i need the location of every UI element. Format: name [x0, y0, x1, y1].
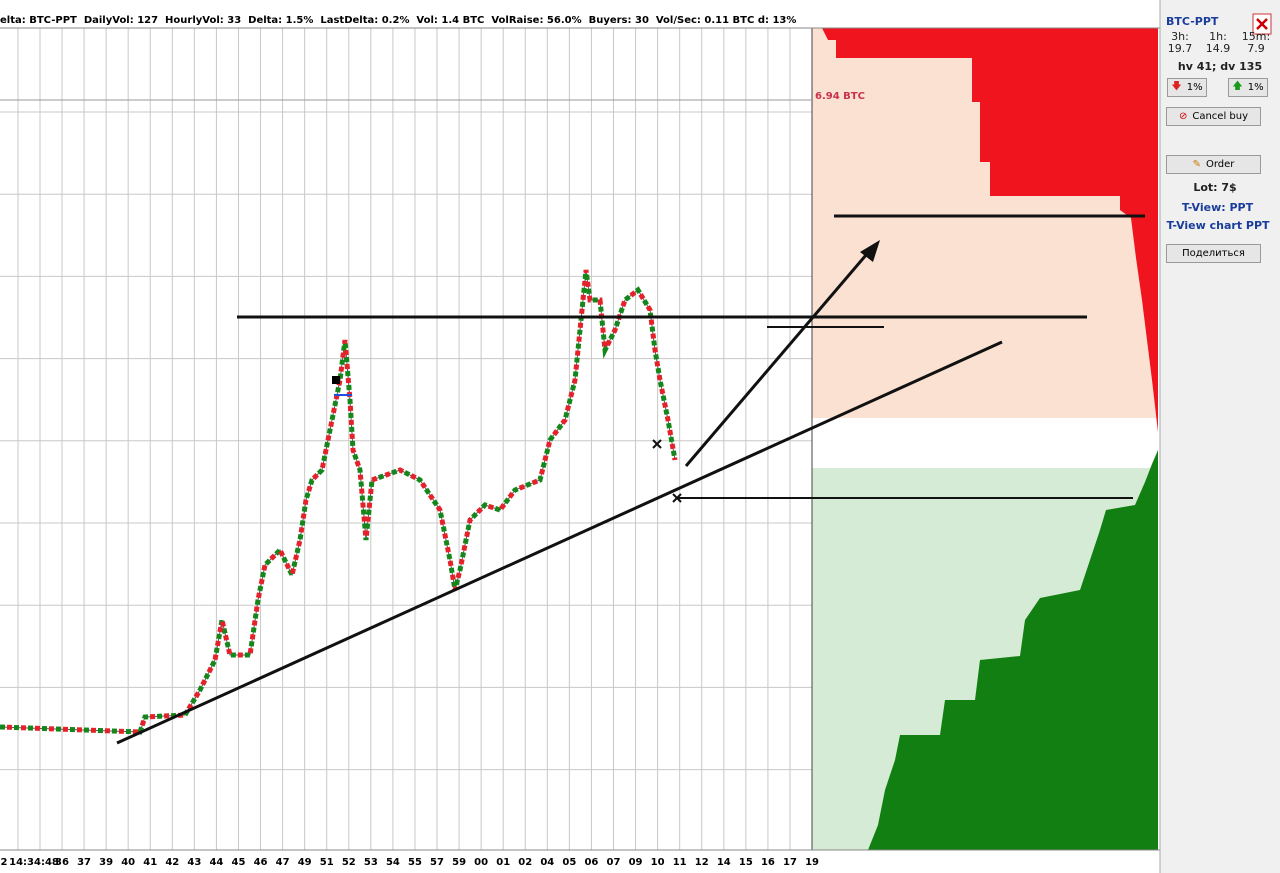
order-marker [332, 376, 340, 384]
x-tick-label: 42 [165, 857, 179, 868]
x-tick-label: 39 [99, 857, 113, 868]
x-tick-label: 36 [55, 857, 69, 868]
grid [0, 28, 813, 850]
x-tick-label: 51 [320, 857, 334, 868]
x-tick-label: 02 [518, 857, 532, 868]
x-tick-label: 14:34:48 [9, 857, 59, 868]
stat-value: 14.9 [1205, 42, 1231, 55]
x-tick-label: 09 [629, 857, 643, 868]
cancel-button[interactable]: ⊘ Cancel buy [1166, 107, 1261, 126]
x-tick-label: 16 [761, 857, 775, 868]
stat-label: 1h: [1209, 30, 1227, 43]
symbol: BTC-PPT [1166, 15, 1219, 28]
volume: hv 41; dv 135 [1177, 60, 1263, 73]
x-tick-label: 45 [232, 857, 246, 868]
x-tick-label: 37 [77, 857, 91, 868]
x-tick-label: 41 [143, 857, 157, 868]
x-tick-label: 43 [187, 857, 201, 868]
down-button[interactable]: 🡇 1% [1167, 78, 1207, 97]
x-tick-label: 12 [695, 857, 709, 868]
cancel-icon: ⊘ [1178, 111, 1188, 122]
header-stats: elta: BTC-PPT DailyVol: 127 HourlyVol: 3… [0, 15, 796, 26]
stat-label: 3h: [1171, 30, 1189, 43]
stat-value: 7.9 [1247, 42, 1265, 55]
up-value: 1% [1247, 82, 1264, 93]
share-button[interactable]: Поделиться [1166, 244, 1261, 263]
order-button[interactable]: ✎ Order [1166, 155, 1261, 174]
x-tick-label: 46 [254, 857, 268, 868]
stat-value: 19.7 [1167, 42, 1193, 55]
tview[interactable]: T-View: PPT [1181, 201, 1254, 214]
x-markers [652, 439, 682, 503]
x-tick-label: 55 [408, 857, 422, 868]
x-tick-label: 44 [209, 857, 223, 868]
x-tick-label: 57 [430, 857, 444, 868]
ask-depth [822, 28, 1158, 432]
x-tick-label: 59 [452, 857, 466, 868]
share-text: Поделиться [1182, 248, 1245, 259]
x-tick-label: 07 [607, 857, 621, 868]
arrow-head [860, 240, 880, 262]
x-tick-label: 06 [584, 857, 598, 868]
cancel-text: Cancel buy [1192, 111, 1249, 122]
x-tick-label: 10 [651, 857, 665, 868]
up-button[interactable]: 🡅 1% [1228, 78, 1268, 97]
x-tick-label: 11 [673, 857, 687, 868]
order-icon: ✎ [1192, 159, 1201, 170]
bid-depth [868, 450, 1158, 850]
buy-trades [0, 269, 678, 735]
x-tick-label: 52 [342, 857, 356, 868]
x-tick-label: 14 [717, 857, 731, 868]
tview-chart[interactable]: T-View chart PPT [1166, 219, 1270, 232]
x-tick-label: 47 [276, 857, 290, 868]
x-tick-label: 01 [496, 857, 510, 868]
x-tick-label: 17 [783, 857, 797, 868]
x-tick-label: 19 [805, 857, 819, 868]
x-tick-label: 04 [540, 857, 554, 868]
down-icon: 🡇 [1171, 81, 1182, 92]
drawings [116, 214, 1145, 745]
x-tick-label: 2 [1, 857, 8, 868]
order-text: Order [1205, 159, 1235, 170]
stat-label: 15m: [1241, 30, 1271, 43]
x-tick-label: 15 [739, 857, 753, 868]
depth-label: 6.94 BTC [815, 91, 865, 102]
up-icon: 🡅 [1232, 81, 1243, 92]
x-tick-label: 00 [474, 857, 488, 868]
x-tick-label: 40 [121, 857, 135, 868]
x-tick-label: 05 [562, 857, 576, 868]
x-tick-label: 53 [364, 857, 378, 868]
x-tick-label: 54 [386, 857, 400, 868]
down-value: 1% [1186, 82, 1203, 93]
close-icon [1256, 18, 1268, 30]
x-tick-label: 49 [298, 857, 312, 868]
lot: Lot: 7$ [1193, 181, 1237, 194]
